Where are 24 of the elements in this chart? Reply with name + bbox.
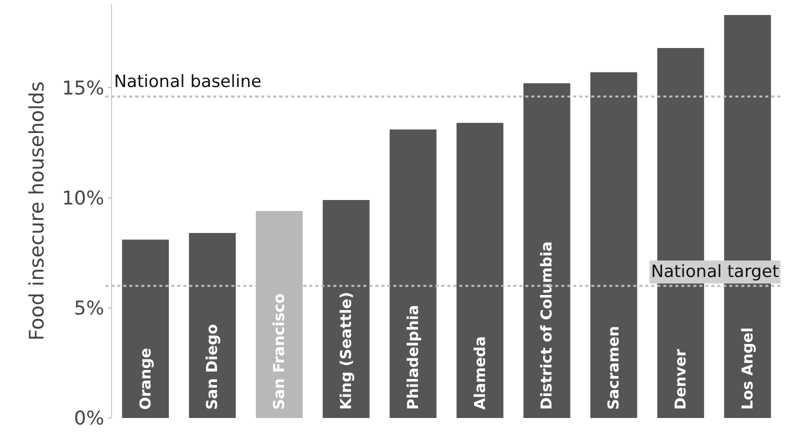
bar [322, 200, 370, 418]
x-tick-label: District of Columbia [538, 241, 556, 410]
x-tick-label: Orange [136, 348, 154, 410]
x-tick-label: San Diego [203, 324, 222, 410]
bar [390, 130, 436, 418]
x-tick-label: Philadelphia [404, 304, 422, 410]
bar [456, 122, 504, 418]
y-tick-label: 10% [62, 187, 104, 210]
y-tick-label: 5% [74, 298, 104, 320]
x-tick-label: King (Seattle) [337, 292, 356, 410]
ref-line-label: National target [651, 262, 780, 282]
x-tick-label: Alameda [470, 336, 489, 410]
x-tick-label: Sacramen [604, 326, 623, 410]
y-axis-title: Food insecure households [24, 81, 48, 341]
x-tick-label: Denver [672, 348, 690, 410]
ref-line-label: National baseline [114, 72, 262, 92]
bar [122, 240, 169, 418]
y-tick-label: 0% [74, 408, 104, 430]
bar [523, 83, 570, 418]
x-tick-label: Los Angel [738, 327, 756, 410]
x-tick-label: San Francisco [270, 293, 288, 410]
bar [590, 72, 638, 418]
bar [188, 233, 236, 418]
y-tick-label: 15% [62, 77, 104, 100]
